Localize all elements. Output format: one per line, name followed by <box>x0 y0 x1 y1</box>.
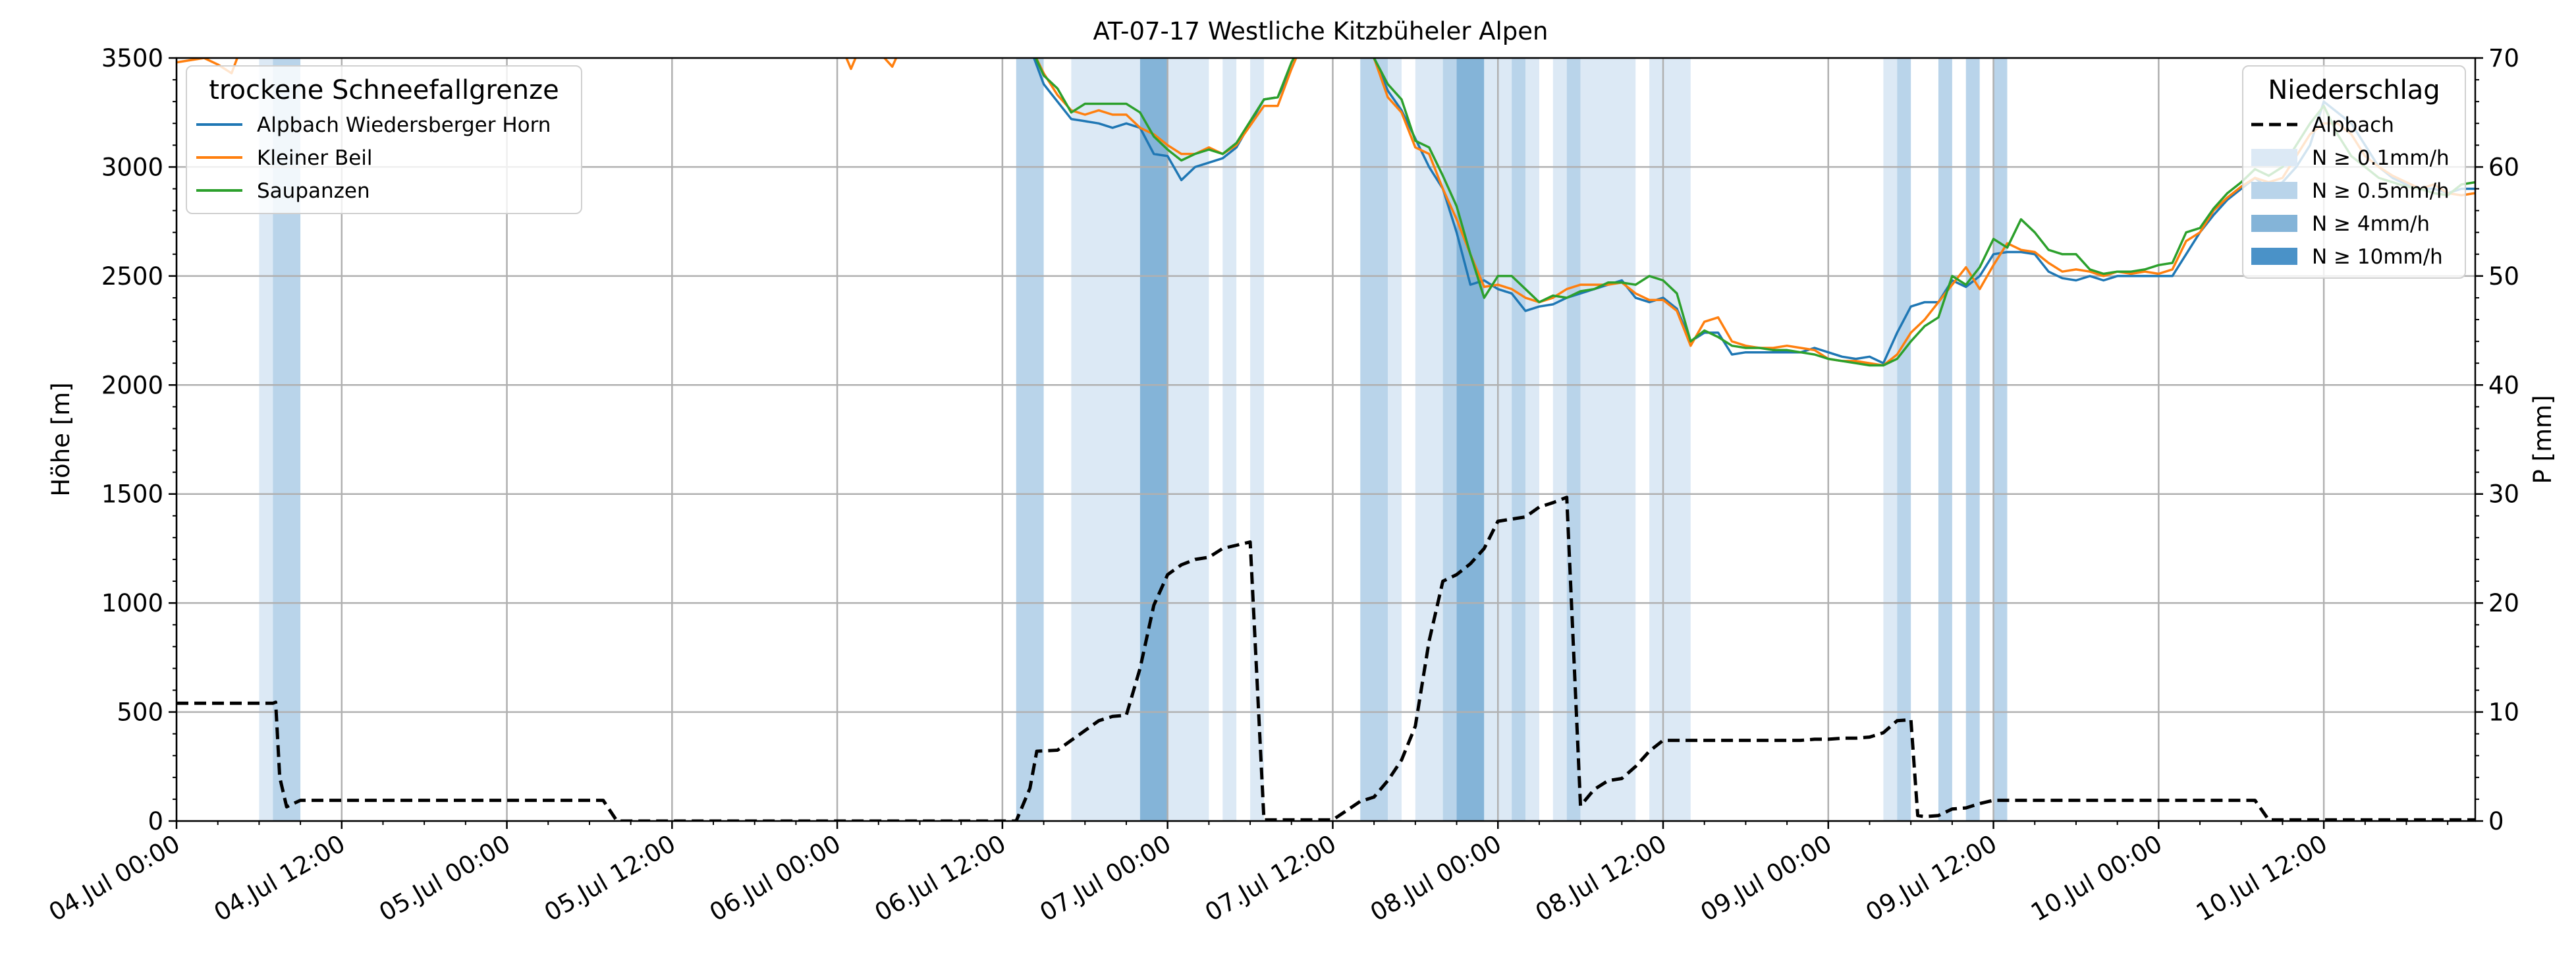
precip-legend: Niederschlag Alpbach N ≥ 0.1mm/h N ≥ 0.5… <box>2242 65 2466 279</box>
legend-label-band-3: N ≥ 4mm/h <box>2312 212 2430 236</box>
legend-label-precip-line: Alpbach <box>2312 113 2394 137</box>
precip-band-2 <box>1016 58 1044 821</box>
y-tick-label-1: 500 <box>117 698 163 727</box>
legend-label-band-2: N ≥ 0.5mm/h <box>2312 179 2450 203</box>
precip-band-20 <box>1883 58 1898 821</box>
precip-band-5 <box>1167 58 1209 821</box>
y-tick-label-4: 2000 <box>101 371 163 399</box>
precip-band-16 <box>1552 58 1567 821</box>
y-tick-label-3: 1500 <box>101 480 163 509</box>
legend-swatch-band-3 <box>2251 215 2297 232</box>
legend-label-series-1: Alpbach Wiedersberger Horn <box>257 113 551 137</box>
precip-band-10 <box>1415 58 1443 821</box>
y2-tick-label-0: 0 <box>2488 807 2504 836</box>
precip-band-0 <box>259 58 273 821</box>
y-tick-label-0: 0 <box>148 807 163 836</box>
plot-frame <box>175 57 2477 822</box>
y2-axis-title: P [mm] <box>2529 395 2557 484</box>
series-lines <box>177 58 2475 821</box>
precip-band-11 <box>1442 58 1457 821</box>
legend-label-band-1: N ≥ 0.1mm/h <box>2312 146 2450 170</box>
legend-label-band-4: N ≥ 10mm/h <box>2312 245 2443 269</box>
y-axis-title: Höhe [m] <box>47 382 75 496</box>
precip-band-8 <box>1360 58 1388 821</box>
y2-tick-label-5: 50 <box>2488 262 2519 291</box>
legend-swatch-band-4 <box>2251 248 2297 265</box>
y-tick-label-6: 3000 <box>101 153 163 181</box>
precip-band-18 <box>1580 58 1636 821</box>
precip-band-4 <box>1139 58 1168 821</box>
series-line-3 <box>1034 58 2475 367</box>
legend-label-series-2: Kleiner Beil <box>257 146 373 170</box>
series-line-1 <box>1032 58 2475 364</box>
precip-band-21 <box>1897 58 1911 821</box>
precip-band-12 <box>1456 58 1485 821</box>
y-tick-label-5: 2500 <box>101 262 163 291</box>
y2-tick-label-1: 10 <box>2488 698 2519 727</box>
precip-band-22 <box>1938 58 1952 821</box>
precip-band-14 <box>1512 58 1526 821</box>
precip-legend-box <box>2242 65 2466 279</box>
precip-band-19 <box>1649 58 1691 821</box>
precip-band-24 <box>1993 58 2008 821</box>
y2-tick-label-3: 30 <box>2488 480 2519 509</box>
snowline-legend-box <box>186 65 582 214</box>
precip-band-6 <box>1222 58 1237 821</box>
y-tick-label-7: 3500 <box>101 44 163 72</box>
y-tick-label-2: 1000 <box>101 589 163 617</box>
precipitation-bands <box>259 58 2008 821</box>
series-line-4 <box>177 496 2475 821</box>
precip-band-15 <box>1525 58 1539 821</box>
chart-title: AT-07-17 Westliche Kitzbüheler Alpen <box>1093 17 1548 45</box>
precip-legend-title: Niederschlag <box>2268 75 2440 105</box>
legend-swatch-band-1 <box>2251 149 2297 166</box>
precip-band-17 <box>1566 58 1581 821</box>
y2-tick-label-2: 20 <box>2488 589 2519 617</box>
series-line-2 <box>177 58 2475 367</box>
legend-swatch-band-2 <box>2251 182 2297 199</box>
y2-tick-label-6: 60 <box>2488 153 2519 181</box>
snowline-legend-title: trockene Schneefallgrenze <box>209 75 559 105</box>
snowline-legend: trockene Schneefallgrenze Alpbach Wieder… <box>186 65 582 214</box>
y2-tick-label-7: 70 <box>2488 44 2519 72</box>
legend-label-series-3: Saupanzen <box>257 179 370 203</box>
precip-band-23 <box>1965 58 1980 821</box>
precip-band-9 <box>1388 58 1402 821</box>
precip-band-3 <box>1071 58 1140 821</box>
y2-tick-label-4: 40 <box>2488 371 2519 399</box>
